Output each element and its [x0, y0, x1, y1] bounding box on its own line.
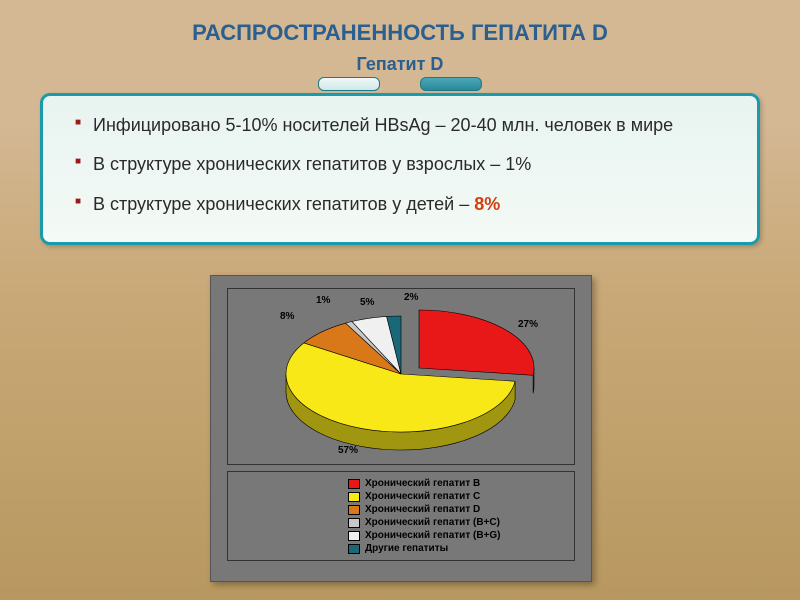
legend-swatch — [348, 505, 360, 515]
legend-row-0: Хронический гепатит В — [348, 478, 566, 489]
legend-label: Хронический гепатит С — [365, 491, 480, 502]
legend-swatch — [348, 479, 360, 489]
legend-row-2: Хронический гепатит D — [348, 504, 566, 515]
legend-row-4: Хронический гепатит (B+G) — [348, 530, 566, 541]
bullet-3: В структуре хронических гепатитов у дете… — [65, 193, 735, 216]
bullet-2: В структуре хронических гепатитов у взро… — [65, 153, 735, 176]
legend-swatch — [348, 531, 360, 541]
tab-pill-right — [420, 77, 482, 91]
legend-label: Хронический гепатит В — [365, 478, 480, 489]
legend: Хронический гепатит В Хронический гепатит… — [227, 471, 575, 561]
legend-swatch — [348, 518, 360, 528]
bullet-3-highlight: 8% — [474, 194, 500, 214]
content-panel: Инфицировано 5-10% носителей HBsAg – 20-… — [40, 93, 760, 245]
bullet-list: Инфицировано 5-10% носителей HBsAg – 20-… — [65, 114, 735, 216]
slice-label-5: 2% — [404, 292, 418, 303]
pie-chart: 27%57%8%1%5%2% Хронический гепатит ВХрон… — [210, 275, 592, 582]
legend-label: Хронический гепатит (B+G) — [365, 530, 501, 541]
legend-row-3: Хронический гепатит (В+С) — [348, 517, 566, 528]
legend-label: Хронический гепатит (В+С) — [365, 517, 500, 528]
page-title: РАСПРОСТРАНЕННОСТЬ ГЕПАТИТА D — [0, 0, 800, 46]
page-subtitle: Гепатит D — [0, 54, 800, 75]
slice-label-0: 27% — [518, 319, 538, 330]
pie-area: 27% 57% 8% 1% 5% 2% — [227, 288, 575, 465]
bullet-1: Инфицировано 5-10% носителей HBsAg – 20-… — [65, 114, 735, 137]
legend-label: Хронический гепатит D — [365, 504, 480, 515]
tab-pill-left — [318, 77, 380, 91]
legend-label: Другие гепатиты — [365, 543, 448, 554]
slice-label-2: 8% — [280, 311, 294, 322]
slice-label-4: 5% — [360, 297, 374, 308]
slice-label-3: 1% — [316, 295, 330, 306]
legend-swatch — [348, 492, 360, 502]
tab-bar — [0, 77, 800, 91]
slice-label-1: 57% — [338, 445, 358, 456]
legend-swatch — [348, 544, 360, 554]
legend-row-1: Хронический гепатит С — [348, 491, 566, 502]
legend-row-5: Другие гепатиты — [348, 543, 566, 554]
bullet-3-prefix: В структуре хронических гепатитов у дете… — [93, 194, 474, 214]
